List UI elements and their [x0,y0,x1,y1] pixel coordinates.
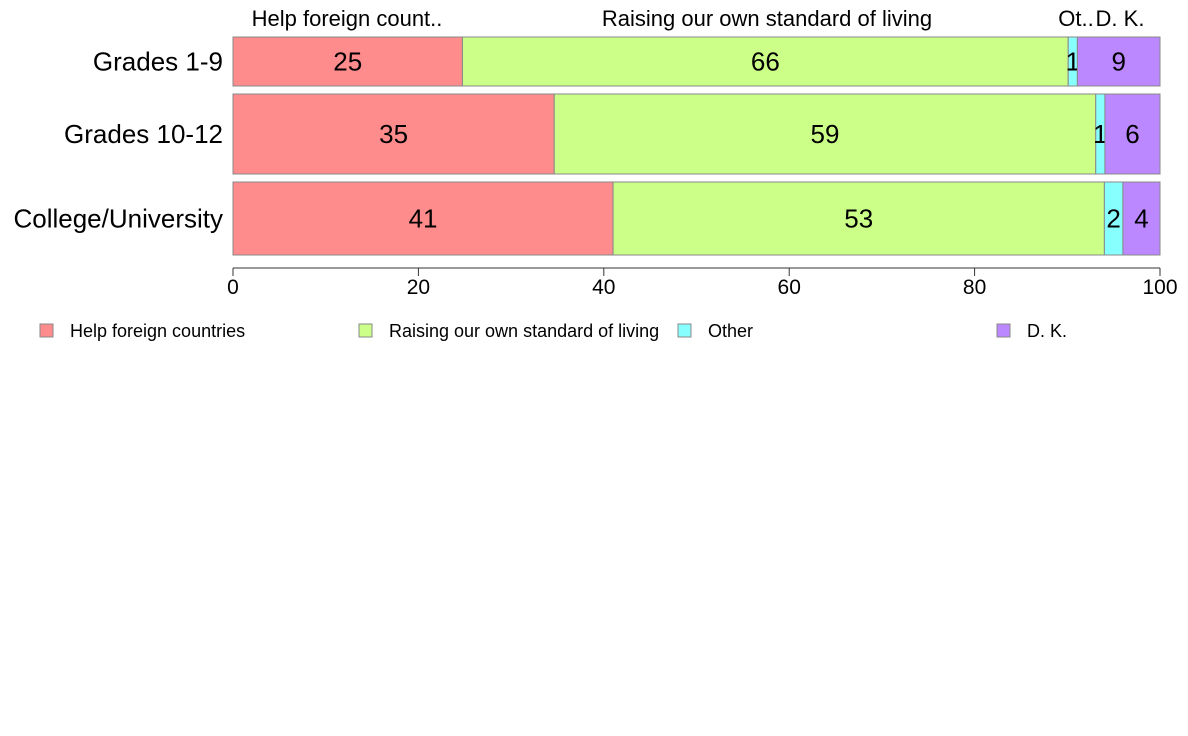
data-label-grades-1-9-other: 1 [1066,47,1080,77]
category-label-grades-10-12: Grades 10-12 [64,119,223,149]
legend-label-raising-our-own-standard-of-living: Raising our own standard of living [389,321,659,341]
category-label-college-university: College/University [13,204,223,234]
legend-label-other: Other [708,321,753,341]
data-label-grades-1-9-raising-our-own-standard-of-living: 66 [751,47,780,77]
bar-grades-10-12-d-k [1104,93,1161,175]
data-label-college-university-raising-our-own-standard-of-living: 53 [844,204,873,234]
bar-grades-10-12-raising-our-own-standard-of-living [553,93,1097,175]
data-label-grades-1-9-d-k: 9 [1111,47,1125,77]
top-segment-labels: Help foreign count.. Raising our own sta… [252,6,1145,31]
data-label-grades-10-12-raising-our-own-standard-of-living: 59 [811,119,840,149]
top-label-other: Ot.. [1058,6,1093,31]
data-label-college-university-help-foreign-countries: 41 [409,204,438,234]
x-tick-label-80: 80 [963,276,986,299]
data-label-college-university-d-k: 4 [1134,204,1148,234]
bar-college-university-raising-our-own-standard-of-living [612,181,1105,256]
bar-grades-1-9-d-k [1076,36,1161,87]
data-label-grades-10-12-other: 1 [1093,119,1107,149]
x-tick-label-100: 100 [1142,276,1177,299]
x-axis: 0 20 40 60 80 100 [227,267,1178,299]
x-tick-label-20: 20 [407,276,430,299]
data-label-grades-10-12-help-foreign-countries: 35 [379,119,408,149]
legend-swatch-help-foreign-countries [39,323,54,338]
bar-grades-1-9-help-foreign-countries [232,36,463,87]
x-tick-label-0: 0 [227,276,239,299]
legend-swatch-other [677,323,692,338]
data-label-grades-10-12-d-k: 6 [1125,119,1139,149]
x-tick-label-40: 40 [592,276,615,299]
bar-college-university-help-foreign-countries [232,181,614,256]
legend: Help foreign countries Raising our own st… [39,321,1067,341]
top-label-raising-standard: Raising our own standard of living [602,6,932,31]
data-label-college-university-other: 2 [1106,204,1120,234]
bar-grades-1-9-raising-our-own-standard-of-living [461,36,1069,87]
legend-label-d-k: D. K. [1027,321,1067,341]
bar-college-university-d-k [1122,181,1161,256]
top-label-help-foreign: Help foreign count.. [252,6,443,31]
data-label-grades-1-9-help-foreign-countries: 25 [333,47,362,77]
legend-label-help-foreign-countries: Help foreign countries [70,321,245,341]
bar-grades-10-12-help-foreign-countries [232,93,555,175]
legend-swatch-raising-our-own-standard-of-living [358,323,373,338]
legend-swatch-d-k [996,323,1011,338]
x-tick-label-60: 60 [778,276,801,299]
top-label-dk: D. K. [1096,6,1145,31]
category-label-grades-1-9: Grades 1-9 [93,47,223,77]
